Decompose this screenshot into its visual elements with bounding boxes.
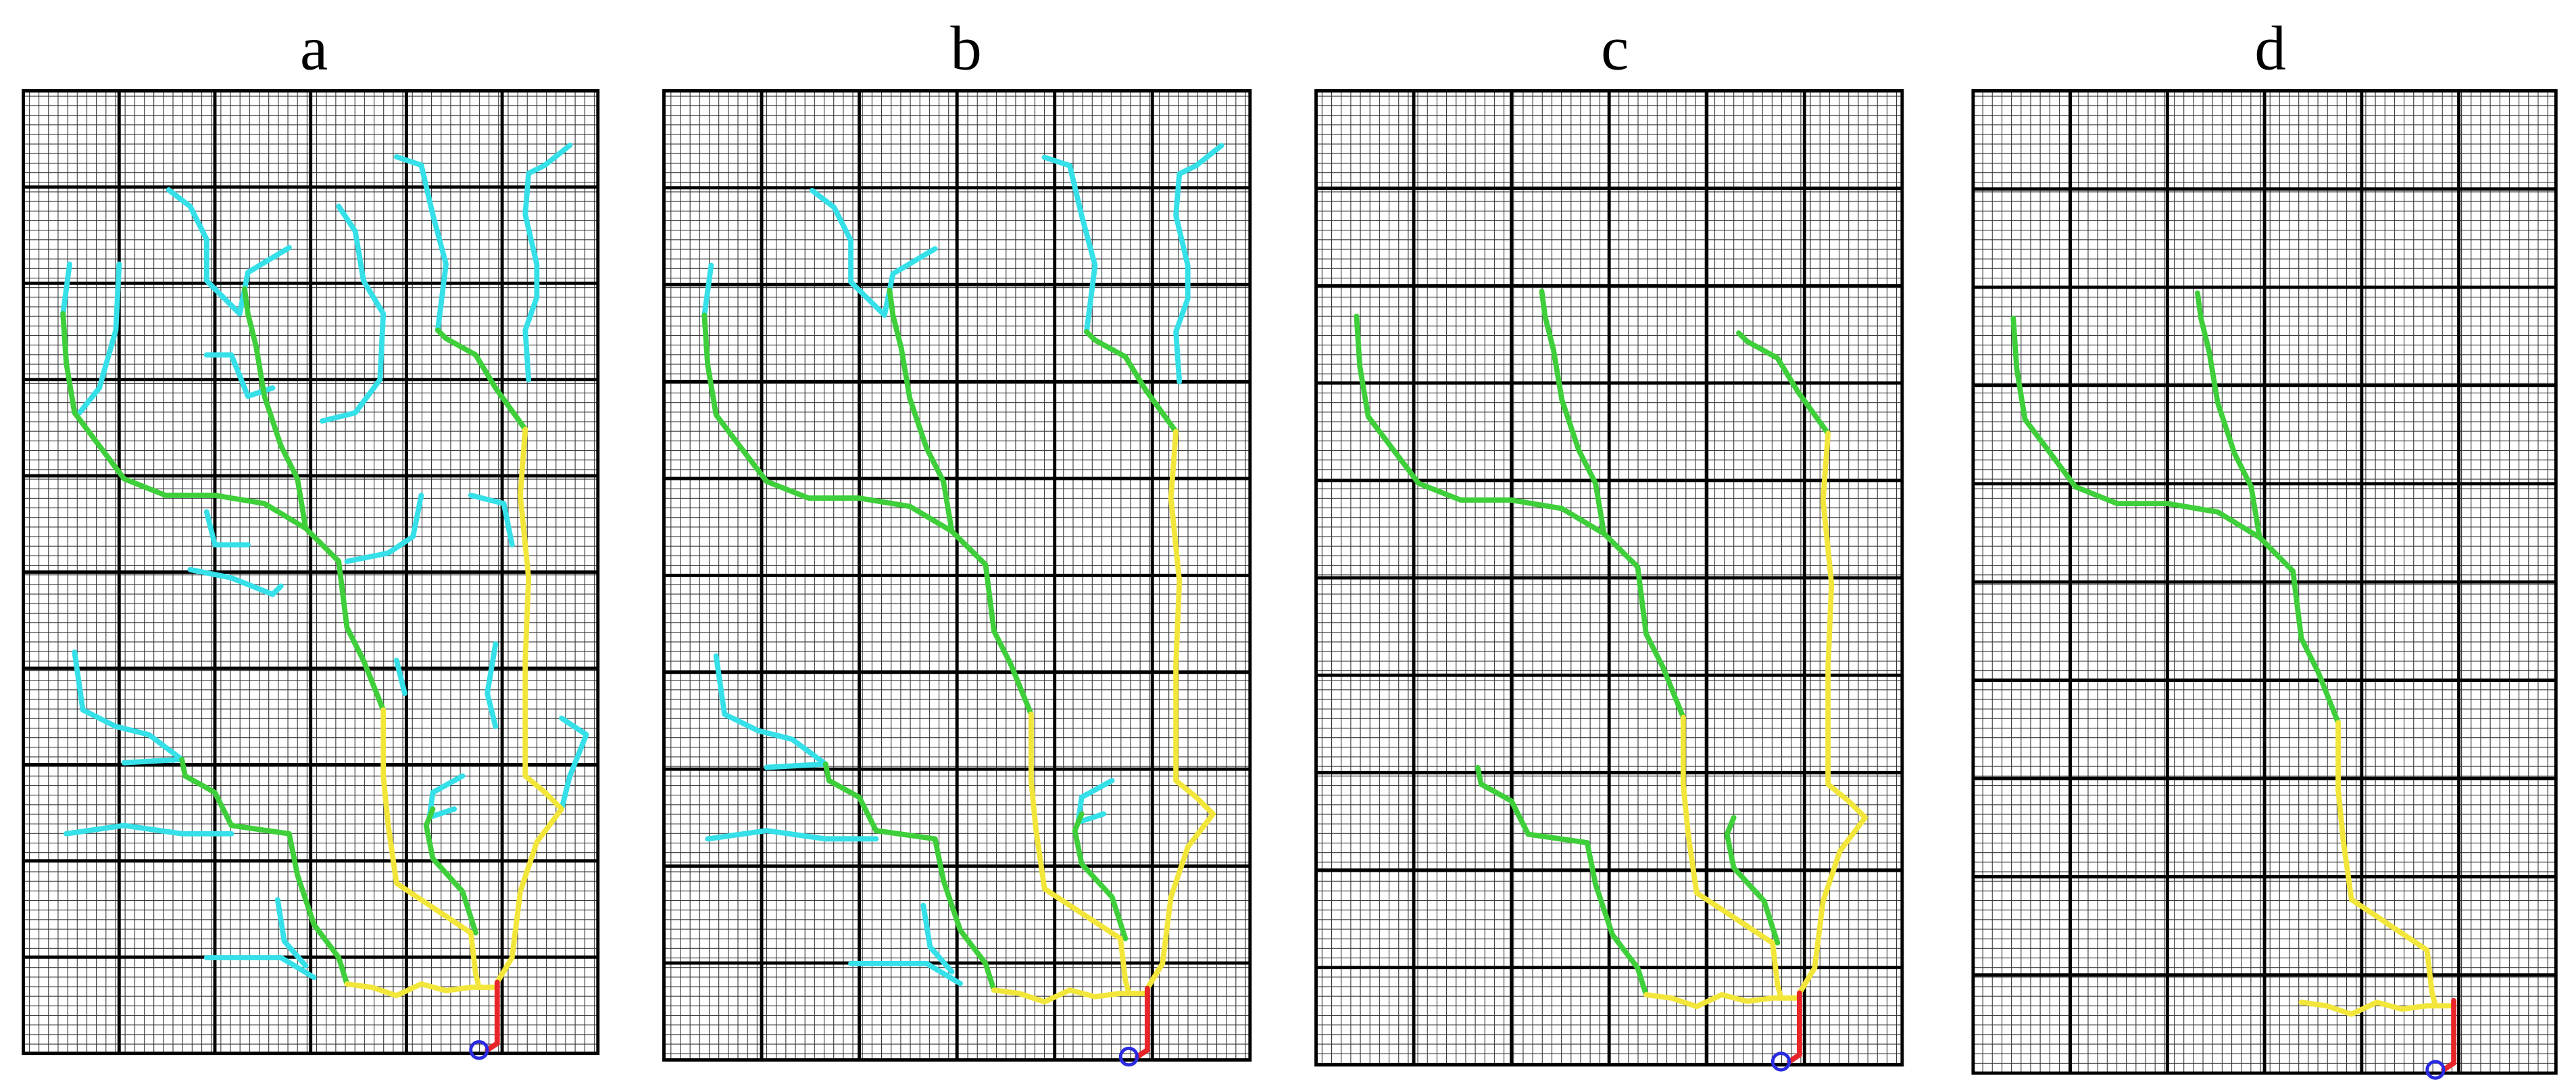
river-segment <box>848 960 963 987</box>
river-segment <box>166 187 292 317</box>
river-segment <box>701 312 955 535</box>
river-segment <box>1787 990 1802 1064</box>
river-segment <box>187 566 284 597</box>
river-segment <box>319 203 387 424</box>
river-segment <box>423 806 478 936</box>
river-segment <box>1796 430 1868 996</box>
river-segment <box>1354 314 1607 537</box>
river-segment <box>494 426 564 985</box>
river-segment <box>76 261 122 416</box>
panel: d <box>1971 14 2558 1080</box>
panel-label: d <box>2254 14 2285 84</box>
river-segment <box>380 707 482 990</box>
outlet <box>469 1040 489 1060</box>
river-segment <box>72 649 185 766</box>
panel-label: b <box>950 14 981 84</box>
river-segment <box>179 756 350 987</box>
river-segment <box>1075 778 1115 825</box>
panel: b <box>662 14 1252 1067</box>
river-segment <box>344 493 424 564</box>
river-segment <box>485 641 499 729</box>
river-segment <box>203 352 276 399</box>
river-segment <box>2010 316 2262 541</box>
river-segment <box>435 327 528 432</box>
river-segment <box>203 509 251 548</box>
river-segment <box>1084 329 1179 435</box>
river-segment <box>522 143 573 382</box>
river-segment <box>393 658 407 697</box>
panel-label: c <box>1601 14 1629 84</box>
river-segment <box>344 981 500 999</box>
river-segment <box>1135 985 1150 1060</box>
river-segment <box>60 311 309 531</box>
river-segment <box>1643 992 1802 1010</box>
river-segment <box>1072 811 1129 941</box>
river-segment <box>559 715 589 812</box>
river-segment <box>2441 997 2456 1073</box>
river-segment <box>1736 330 1831 437</box>
river-segment <box>705 828 879 842</box>
river-segment <box>2194 290 2341 726</box>
river-segment <box>1041 154 1098 335</box>
river-segment <box>822 761 997 993</box>
river-segment <box>64 822 234 837</box>
river-segment <box>426 773 466 820</box>
river-segment <box>887 287 1034 717</box>
river-segment <box>920 902 955 974</box>
river-segment <box>2335 720 2438 1009</box>
river-segment <box>242 286 387 713</box>
panel-label: a <box>300 14 328 84</box>
river-segment <box>809 188 938 318</box>
river-segment <box>1724 814 1781 946</box>
river-segment <box>1680 714 1784 1001</box>
river-segment <box>468 493 515 548</box>
outlet <box>1118 1046 1139 1067</box>
river-segment <box>485 979 500 1053</box>
river-segment <box>1173 143 1224 385</box>
river-segment <box>393 154 449 333</box>
river-segment <box>2298 999 2456 1017</box>
river-segment <box>274 897 309 969</box>
river-segment <box>713 653 828 770</box>
outlet <box>1770 1052 1791 1072</box>
panel: a <box>22 14 600 1060</box>
river-segment <box>1475 764 1649 997</box>
river-segment <box>203 955 317 981</box>
outlet <box>2425 1060 2446 1080</box>
river-segment <box>991 987 1150 1005</box>
river-segment <box>1144 428 1216 991</box>
river-segment <box>1539 289 1686 720</box>
river-segment <box>1028 711 1132 996</box>
panel: c <box>1314 14 1904 1072</box>
